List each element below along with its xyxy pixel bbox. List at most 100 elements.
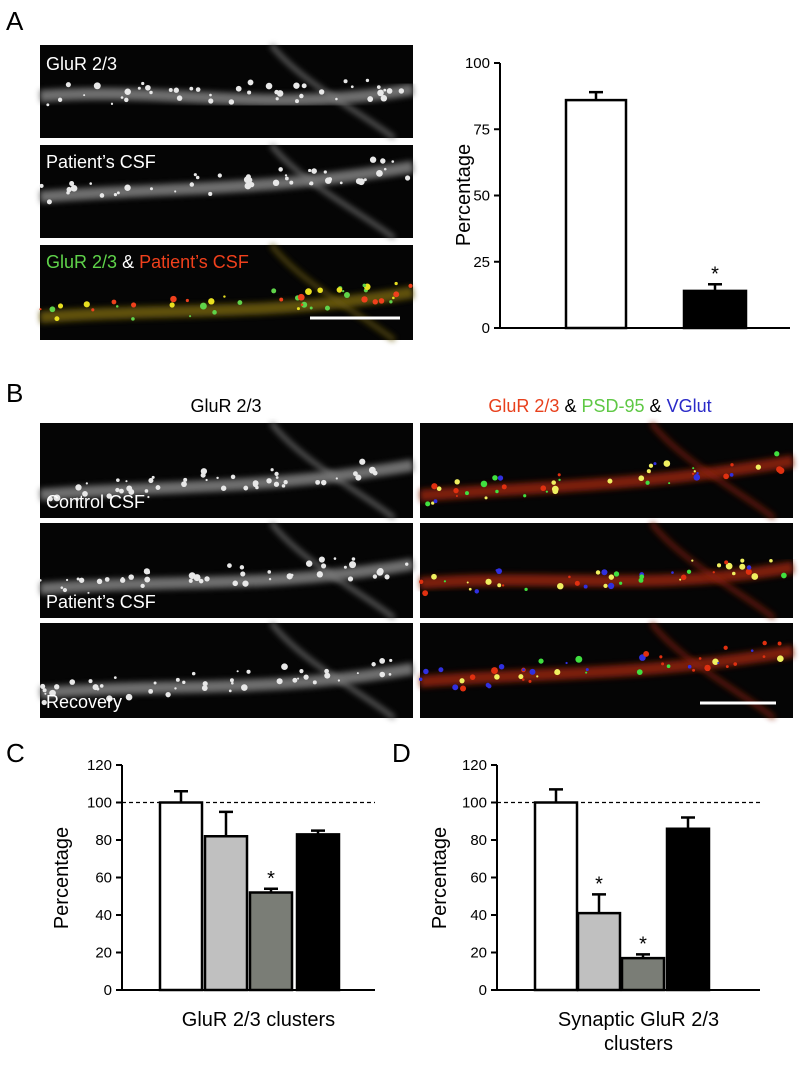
speckle (65, 82, 71, 88)
speckle (755, 464, 762, 470)
speckle (147, 495, 150, 499)
y-tick-label: 20 (95, 945, 112, 962)
speckle (350, 85, 354, 89)
speckle (271, 288, 277, 294)
speckle (301, 301, 308, 308)
speckle (316, 571, 324, 578)
speckle (522, 678, 525, 681)
speckle (242, 580, 249, 587)
speckle (115, 487, 120, 493)
speckle (494, 674, 500, 680)
speckle (603, 583, 608, 589)
speckle (321, 563, 327, 569)
speckle (607, 478, 613, 484)
speckle (380, 95, 388, 102)
speckle (66, 190, 70, 195)
speckle (431, 483, 438, 490)
speckle (46, 103, 50, 107)
speckle (636, 669, 643, 675)
speckle (149, 90, 153, 95)
speckle (528, 679, 532, 683)
speckle (76, 577, 80, 581)
dendrite (269, 43, 396, 141)
bar (295, 833, 341, 992)
speckle (83, 301, 90, 308)
speckle (601, 569, 608, 576)
speckle (228, 689, 232, 693)
speckle (39, 579, 42, 582)
speckle (551, 480, 556, 485)
label-part: VGlut (667, 396, 712, 416)
panel-label: D (392, 738, 411, 768)
speckle (173, 87, 179, 93)
x-axis-label: clusters (604, 1033, 673, 1055)
speckle (777, 655, 784, 663)
speckle (274, 89, 279, 95)
speckle (318, 556, 325, 563)
speckle (96, 687, 100, 691)
speckle (454, 479, 460, 485)
speckle (680, 574, 687, 581)
speckle (554, 669, 561, 676)
speckle (353, 471, 358, 477)
speckle (175, 677, 180, 682)
speckle (495, 489, 499, 494)
label-part: & (564, 396, 576, 416)
speckle (315, 479, 321, 485)
speckle (356, 672, 359, 675)
speckle (286, 573, 293, 580)
speckle (377, 568, 384, 575)
speckle (653, 462, 657, 466)
speckle (327, 177, 333, 182)
speckle (278, 167, 283, 172)
speckle (113, 676, 117, 680)
speckle (536, 675, 539, 678)
speckle (66, 186, 72, 193)
speckle (724, 560, 729, 565)
speckle (405, 562, 409, 566)
speckle (272, 179, 280, 187)
speckle (57, 97, 63, 102)
speckle (613, 571, 620, 577)
image-label: Patient’s CSF (46, 592, 156, 612)
speckle (193, 173, 197, 177)
speckle (485, 578, 492, 585)
y-tick-label: 120 (87, 757, 112, 774)
speckle (638, 475, 645, 482)
speckle (378, 298, 385, 304)
speckle (321, 479, 327, 486)
speckle (422, 590, 429, 597)
speckle (39, 308, 42, 311)
column-header: GluR 2/3 (190, 396, 261, 416)
speckle (205, 478, 208, 482)
speckle (405, 175, 411, 181)
speckle (480, 480, 488, 488)
speckle (299, 93, 304, 99)
speckle (54, 684, 60, 690)
speckle (487, 683, 492, 689)
speckle (781, 572, 787, 579)
speckle (455, 494, 458, 497)
speckle (169, 302, 175, 308)
dendrite (39, 558, 414, 595)
dendrite (419, 561, 794, 590)
speckle (41, 699, 47, 706)
dendrite (269, 243, 396, 342)
speckle (44, 692, 47, 695)
speckle (220, 485, 227, 491)
speckle (769, 558, 773, 563)
speckle (501, 584, 505, 587)
speckle (181, 481, 187, 488)
speckle (524, 587, 528, 592)
speckle (324, 668, 329, 674)
speckle (379, 658, 386, 664)
speckle (236, 670, 239, 673)
significance-marker: * (639, 933, 647, 955)
speckle (124, 88, 131, 96)
image-label: Recovery (46, 692, 122, 712)
speckle (189, 86, 194, 91)
bar (665, 827, 711, 992)
label-part: & (650, 396, 662, 416)
speckle (443, 580, 447, 583)
speckle (337, 679, 341, 682)
